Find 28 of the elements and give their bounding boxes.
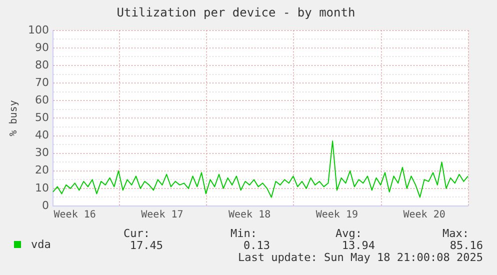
y-tick-label: 60: [34, 94, 49, 106]
text: Cur:: [124, 227, 150, 240]
y-tick-label: 90: [34, 40, 49, 54]
y-tick-label: 30: [34, 146, 49, 160]
text: 13.94: [342, 239, 375, 252]
text: Max:: [442, 227, 469, 240]
x-tick-label: Week 18: [228, 210, 271, 221]
legend-label: vda: [31, 238, 51, 251]
text: 85.16: [450, 239, 483, 252]
y-tick-label: 50: [34, 111, 49, 124]
y-tick-label: 10: [34, 181, 49, 194]
text: 17.45: [130, 239, 163, 252]
text: Min:: [230, 227, 257, 240]
text: Avg:: [336, 227, 362, 240]
y-tick-label: 20: [34, 164, 49, 177]
x-tick-label: Week 19: [316, 210, 358, 221]
chart-title: Utilization per device - by month: [116, 5, 356, 20]
x-tick-label: Week 17: [141, 210, 184, 221]
text: Last update: Sun May 18 21:00:08 2025: [238, 251, 483, 264]
y-tick-label: 100: [28, 23, 49, 36]
text: 0.13: [244, 239, 270, 252]
y-tick-label: 40: [34, 128, 49, 142]
y-tick-label: 70: [34, 76, 49, 89]
y-tick-label: 0: [42, 198, 49, 212]
x-tick-label: Week 16: [54, 210, 96, 221]
y-tick-label: 80: [34, 58, 49, 72]
x-tick-label: Week 20: [403, 210, 446, 221]
y-axis-title: % busy: [8, 100, 20, 136]
